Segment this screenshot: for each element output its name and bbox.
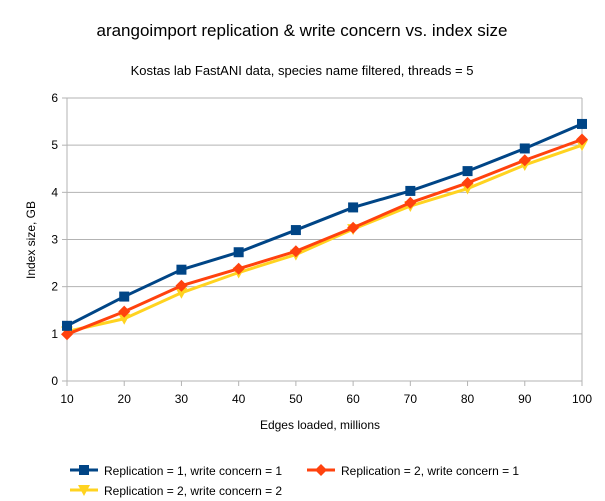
data-point <box>576 133 588 146</box>
plot-area <box>61 118 588 341</box>
y-axis-label: Index size, GB <box>24 201 38 279</box>
data-point <box>348 202 359 213</box>
x-tick-label: 40 <box>232 392 246 406</box>
x-tick-label: 60 <box>346 392 360 406</box>
data-point <box>576 140 588 152</box>
legend-label: Replication = 1, write concern = 1 <box>104 464 282 478</box>
gridlines <box>67 97 582 382</box>
series-group <box>61 133 588 341</box>
series-line <box>66 143 583 333</box>
data-point <box>518 154 531 167</box>
data-point <box>119 291 130 302</box>
y-axis-ticks: 0 1 2 3 4 5 6 <box>51 91 67 388</box>
data-point <box>175 279 188 292</box>
legend-marker <box>78 485 90 496</box>
legend: Replication = 1, write concern = 1 Replic… <box>70 464 519 498</box>
data-point <box>461 176 474 189</box>
data-point <box>404 196 417 209</box>
x-tick-label: 10 <box>60 392 74 406</box>
data-point <box>176 264 187 275</box>
y-tick-label: 1 <box>51 327 58 341</box>
data-point <box>118 313 131 325</box>
data-point <box>232 262 245 275</box>
series-line <box>66 138 583 336</box>
x-tick-label: 50 <box>289 392 303 406</box>
data-point <box>290 225 301 236</box>
y-tick-label: 5 <box>51 138 58 152</box>
y-tick-label: 6 <box>51 91 58 105</box>
data-point <box>118 305 131 318</box>
legend-label: Replication = 2, write concern = 2 <box>104 484 282 498</box>
y-tick-label: 0 <box>51 374 58 388</box>
series-line <box>66 122 583 328</box>
x-tick-label: 30 <box>175 392 189 406</box>
data-point <box>233 247 244 258</box>
x-axis-ticks: 10 20 30 40 50 60 70 80 90 100 <box>60 381 592 406</box>
legend-label: Replication = 2, write concern = 1 <box>341 464 519 478</box>
x-axis-label: Edges loaded, millions <box>260 418 380 432</box>
data-point <box>347 221 360 234</box>
data-point <box>289 245 302 258</box>
data-point <box>61 328 73 341</box>
legend-item: Replication = 2, write concern = 2 <box>70 484 282 498</box>
x-tick-label: 80 <box>461 392 475 406</box>
data-point <box>62 320 72 331</box>
y-tick-label: 4 <box>51 185 58 199</box>
legend-marker <box>315 464 327 476</box>
chart-subtitle: Kostas lab FastANI data, species name fi… <box>131 63 474 78</box>
y-tick-label: 3 <box>51 233 58 247</box>
data-point <box>462 166 473 177</box>
series-group <box>62 118 587 331</box>
x-tick-label: 20 <box>118 392 132 406</box>
legend-marker <box>79 465 89 475</box>
data-point <box>405 185 416 196</box>
x-tick-label: 90 <box>518 392 532 406</box>
legend-item: Replication = 1, write concern = 1 <box>70 464 282 478</box>
x-tick-label: 100 <box>572 392 592 406</box>
chart-title: arangoimport replication & write concern… <box>96 21 507 40</box>
data-point <box>519 143 530 154</box>
x-tick-label: 70 <box>404 392 418 406</box>
data-point <box>461 183 474 195</box>
data-point <box>175 287 188 299</box>
data-point <box>577 118 587 129</box>
y-tick-label: 2 <box>51 280 58 294</box>
legend-item: Replication = 2, write concern = 1 <box>307 464 519 478</box>
